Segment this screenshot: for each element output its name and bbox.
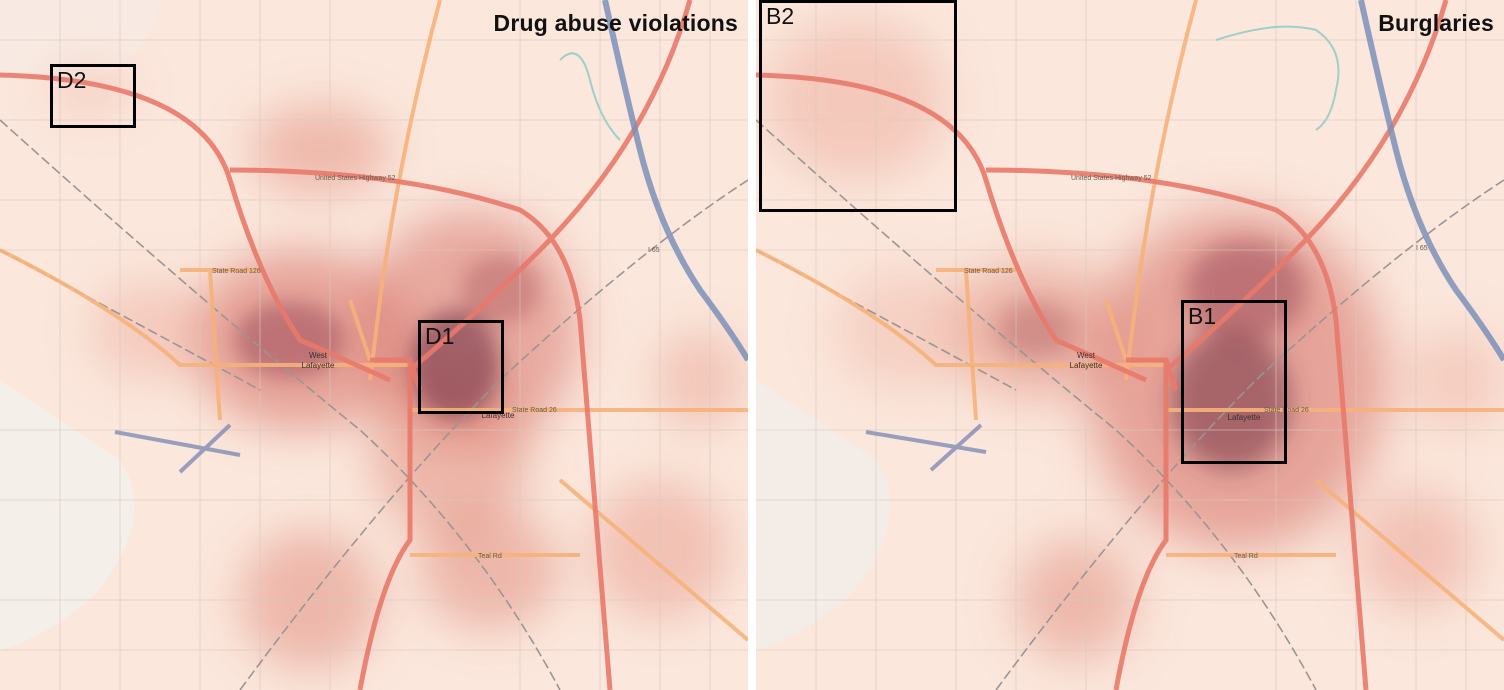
region-box-b2: B2 — [759, 0, 957, 212]
road-label-teal-rd: Teal Rd — [478, 553, 502, 560]
map-canvas-drug: West Lafayette Lafayette State Road 26 S… — [0, 0, 748, 690]
road-label-sr26: State Road 26 — [512, 407, 557, 414]
city-label-west-lafayette: West — [1077, 351, 1096, 360]
city-label-west-lafayette-2: Lafayette — [302, 361, 335, 370]
region-box-d1: D1 — [418, 320, 504, 414]
city-label-lafayette: Lafayette — [1228, 413, 1261, 422]
region-label-b1: B1 — [1188, 303, 1217, 329]
minor-roads — [0, 0, 748, 690]
road-label-teal-rd: Teal Rd — [1234, 553, 1258, 560]
interstate-i65 — [1358, 0, 1504, 362]
river — [1215, 25, 1340, 131]
road-label-us52: United States Highway 52 — [1071, 175, 1152, 182]
city-label-west-lafayette-2: Lafayette — [1070, 361, 1103, 370]
panel-title-burglaries: Burglaries — [1378, 10, 1494, 36]
road-label-sr126: State Road 126 — [964, 268, 1013, 275]
road-label-us52: United States Highway 52 — [315, 175, 396, 182]
region-box-b1: B1 — [1181, 300, 1287, 464]
road-label-i65: I 65 — [1416, 245, 1428, 252]
interstate-i65 — [602, 0, 748, 362]
panel-divider — [748, 0, 756, 690]
light-area — [0, 380, 135, 650]
region-box-d2: D2 — [50, 64, 136, 128]
state-roads — [0, 0, 748, 642]
panel-title-drug-abuse: Drug abuse violations — [493, 10, 738, 36]
city-label-west-lafayette: West — [309, 351, 328, 360]
road-label-i65: I 65 — [648, 247, 660, 254]
region-label-d1: D1 — [425, 323, 455, 349]
region-label-d2: D2 — [57, 67, 87, 93]
city-label-lafayette: Lafayette — [482, 411, 515, 420]
airport-runways — [114, 423, 241, 474]
light-area — [756, 380, 891, 650]
region-label-b2: B2 — [766, 3, 795, 29]
river — [559, 52, 621, 141]
minor-roads — [756, 0, 1504, 690]
major-roads — [756, 0, 1449, 690]
major-roads — [0, 0, 693, 690]
airport-runways — [865, 423, 987, 472]
road-label-sr126: State Road 126 — [212, 268, 261, 275]
map-panel-burglaries: West Lafayette Lafayette State Road 26 S… — [756, 0, 1504, 690]
state-roads — [756, 0, 1504, 642]
map-canvas-burglaries: West Lafayette Lafayette State Road 26 S… — [756, 0, 1504, 690]
map-panel-drug-abuse: West Lafayette Lafayette State Road 26 S… — [0, 0, 748, 690]
